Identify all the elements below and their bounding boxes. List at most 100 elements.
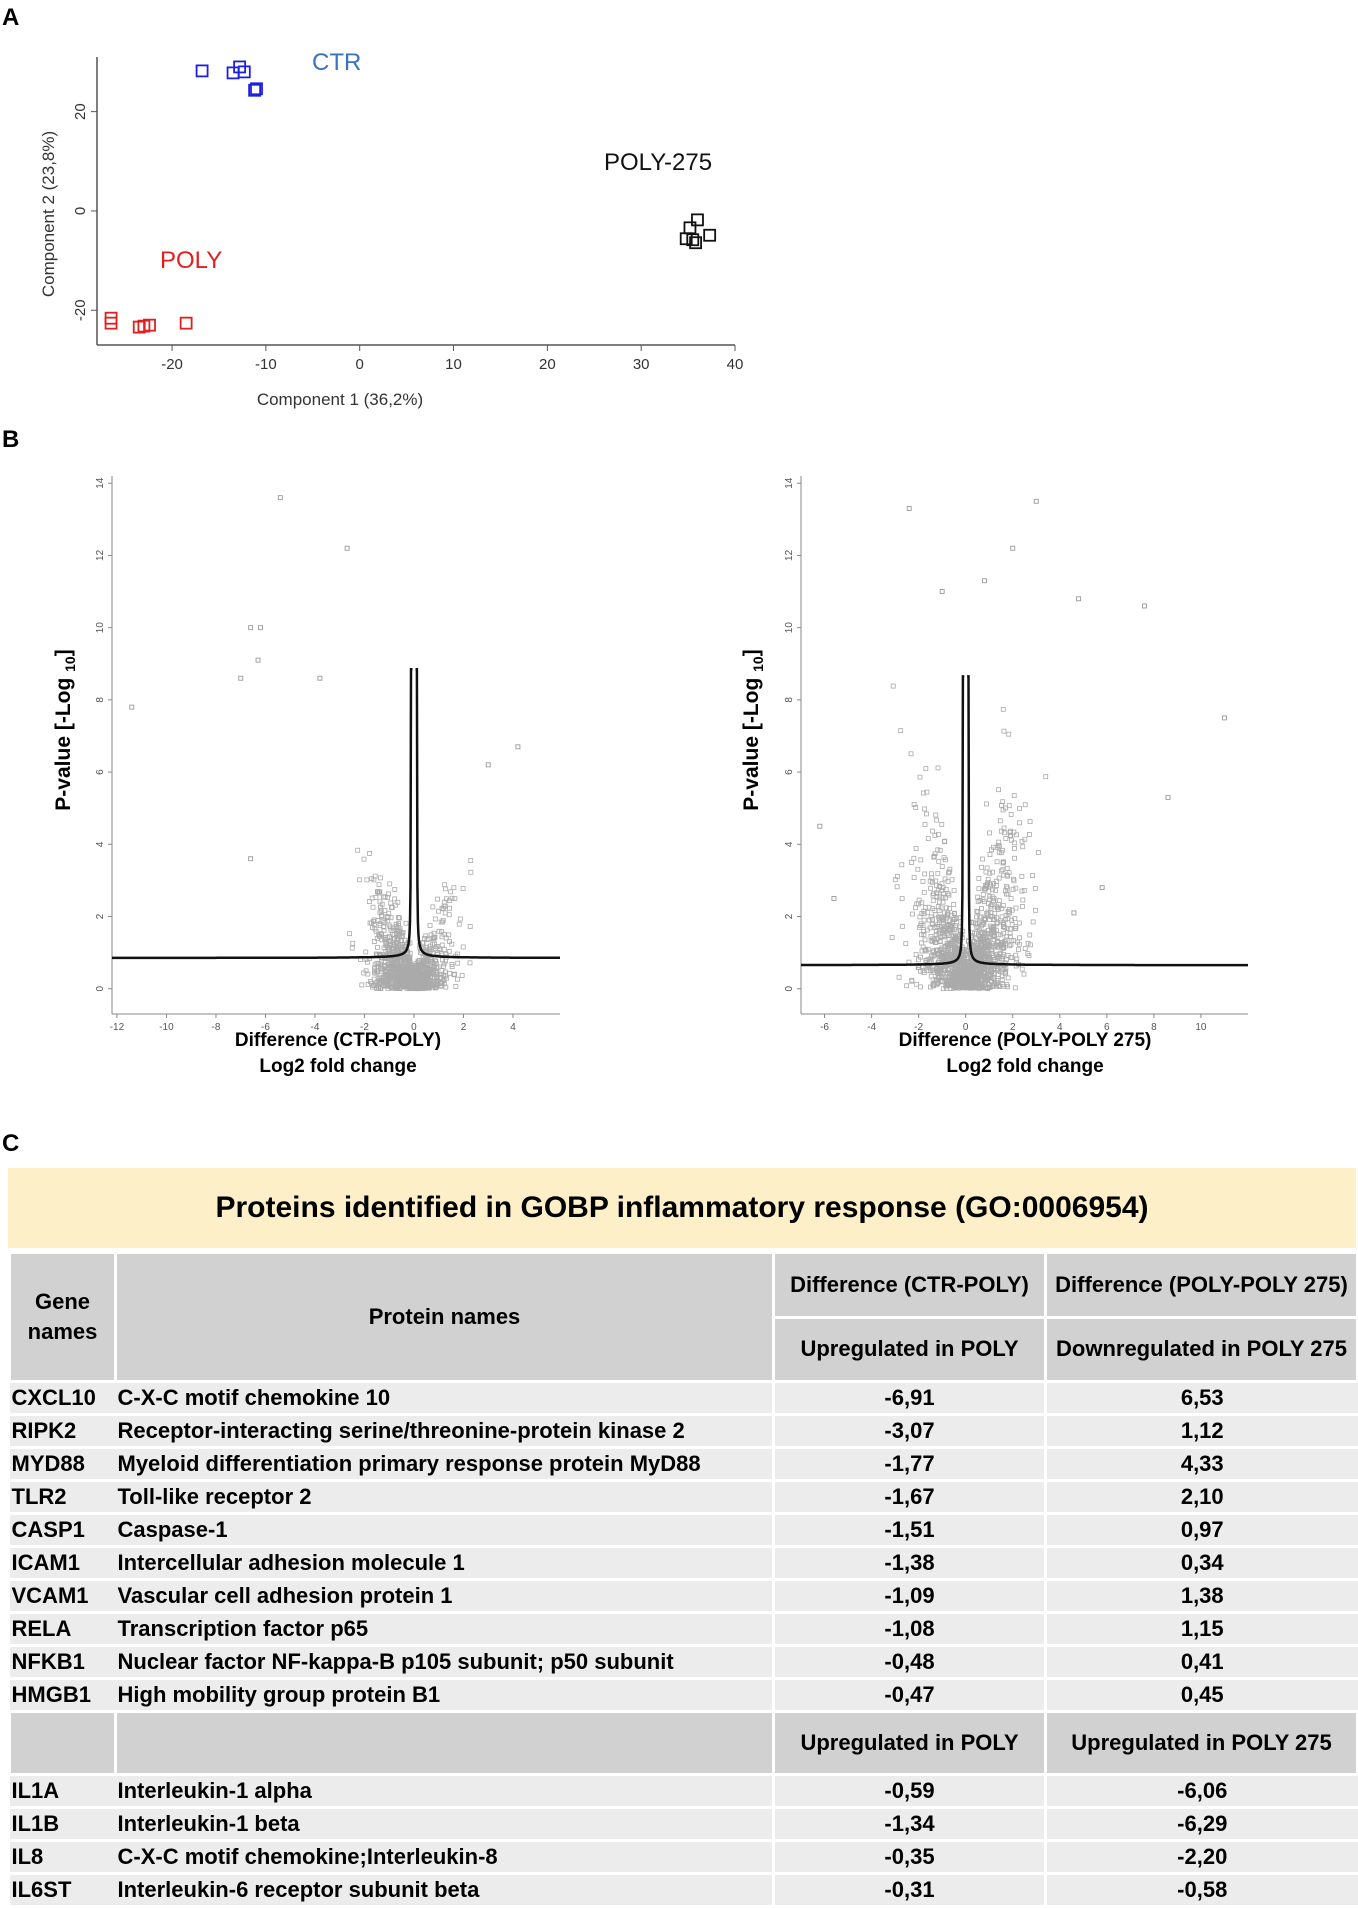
protein-point — [1021, 888, 1027, 893]
protein-point — [985, 938, 991, 944]
protein-point — [426, 967, 432, 972]
protein-point — [935, 831, 941, 837]
inflammatory-table: Proteins identified in GOBP inflammatory… — [8, 1168, 1358, 1908]
protein-point — [364, 877, 370, 883]
protein-point — [894, 884, 900, 890]
protein-point — [1019, 873, 1025, 879]
y-tick-label: 12 — [95, 549, 106, 561]
protein-point — [935, 870, 941, 876]
protein-point — [455, 960, 461, 966]
protein-point — [915, 866, 921, 872]
protein-point — [942, 839, 947, 845]
protein-point — [998, 918, 1004, 924]
protein-point — [1005, 910, 1011, 916]
protein-point — [394, 941, 400, 946]
protein-point — [1005, 975, 1011, 981]
y-tick-label: 8 — [784, 697, 795, 703]
protein-point — [996, 849, 1002, 855]
protein-point — [972, 965, 978, 970]
protein-point — [359, 982, 365, 988]
gene-name-cell: ICAM1 — [9, 1545, 116, 1581]
protein-point — [992, 911, 998, 916]
diff-ctr-poly-cell: -0,48 — [772, 1644, 1046, 1680]
protein-point — [979, 906, 984, 912]
protein-point — [995, 966, 1000, 971]
protein-point — [994, 859, 1000, 865]
protein-point — [963, 979, 969, 984]
protein-point — [403, 966, 409, 972]
protein-point — [966, 960, 972, 966]
protein-point — [983, 979, 988, 985]
protein-point — [377, 875, 383, 881]
protein-point — [913, 805, 919, 810]
protein-point — [920, 790, 926, 796]
protein-point — [941, 855, 947, 860]
protein-point — [455, 976, 460, 982]
protein-point — [1043, 774, 1049, 780]
protein-point — [410, 978, 415, 984]
protein-point — [928, 933, 934, 939]
protein-point — [986, 952, 992, 957]
protein-point — [399, 978, 405, 984]
protein-point — [964, 952, 970, 958]
protein-point — [990, 984, 995, 989]
protein-point — [432, 934, 438, 940]
protein-point — [361, 856, 367, 862]
protein-point — [1001, 728, 1007, 734]
protein-point — [441, 981, 447, 987]
protein-point — [1008, 896, 1014, 902]
pca-y-tick-label: 0 — [72, 207, 89, 215]
protein-point — [1000, 903, 1006, 909]
protein-point — [999, 977, 1005, 982]
protein-point — [398, 947, 404, 953]
protein-point — [910, 911, 915, 917]
protein-point — [936, 931, 942, 936]
diff-ctr-poly-cell: -0,59 — [772, 1773, 1046, 1809]
protein-point — [987, 830, 992, 836]
protein-point — [387, 924, 393, 930]
protein-point — [1165, 794, 1171, 800]
y-tick-label: 2 — [784, 913, 795, 919]
subheader-upregulated-poly275: Upregulated in POLY 275 — [1044, 1710, 1358, 1776]
y-tick-label: 6 — [95, 769, 106, 775]
protein-point — [377, 910, 383, 916]
protein-point — [363, 949, 369, 955]
protein-point — [953, 925, 959, 931]
protein-point — [996, 839, 1002, 845]
protein-point — [436, 908, 441, 914]
protein-point — [904, 983, 910, 989]
pca-point-poly — [179, 316, 193, 330]
protein-point — [372, 965, 377, 971]
diff-ctr-poly-cell: -1,51 — [772, 1512, 1046, 1548]
protein-point — [913, 846, 919, 851]
protein-point — [939, 589, 945, 594]
protein-point — [943, 886, 949, 892]
pca-x-tick-label: 0 — [356, 356, 364, 373]
x-tick-label: -12 — [110, 1022, 125, 1033]
protein-point — [946, 892, 952, 898]
protein-point — [939, 821, 945, 827]
diff-poly-poly275-cell: 6,53 — [1044, 1380, 1358, 1416]
pca-x-tick-label: 30 — [633, 356, 650, 373]
protein-point — [369, 876, 375, 881]
protein-point — [1020, 844, 1026, 850]
protein-point — [931, 891, 937, 897]
gene-name-cell: NFKB1 — [9, 1644, 116, 1680]
protein-point — [954, 916, 960, 921]
protein-point — [389, 905, 395, 910]
x-tick-label: -4 — [867, 1022, 876, 1033]
protein-point — [363, 968, 369, 974]
protein-point — [379, 901, 385, 907]
protein-point — [1017, 935, 1023, 941]
protein-point — [433, 958, 439, 964]
protein-name-cell: Myeloid differentiation primary response… — [115, 1446, 774, 1482]
protein-point — [388, 915, 394, 921]
protein-point — [402, 975, 408, 981]
protein-point — [956, 976, 961, 982]
protein-point — [446, 912, 452, 918]
protein-point — [974, 914, 979, 920]
protein-point — [1022, 946, 1028, 951]
protein-point — [449, 941, 455, 947]
protein-point — [1005, 873, 1011, 879]
protein-point — [979, 856, 985, 862]
